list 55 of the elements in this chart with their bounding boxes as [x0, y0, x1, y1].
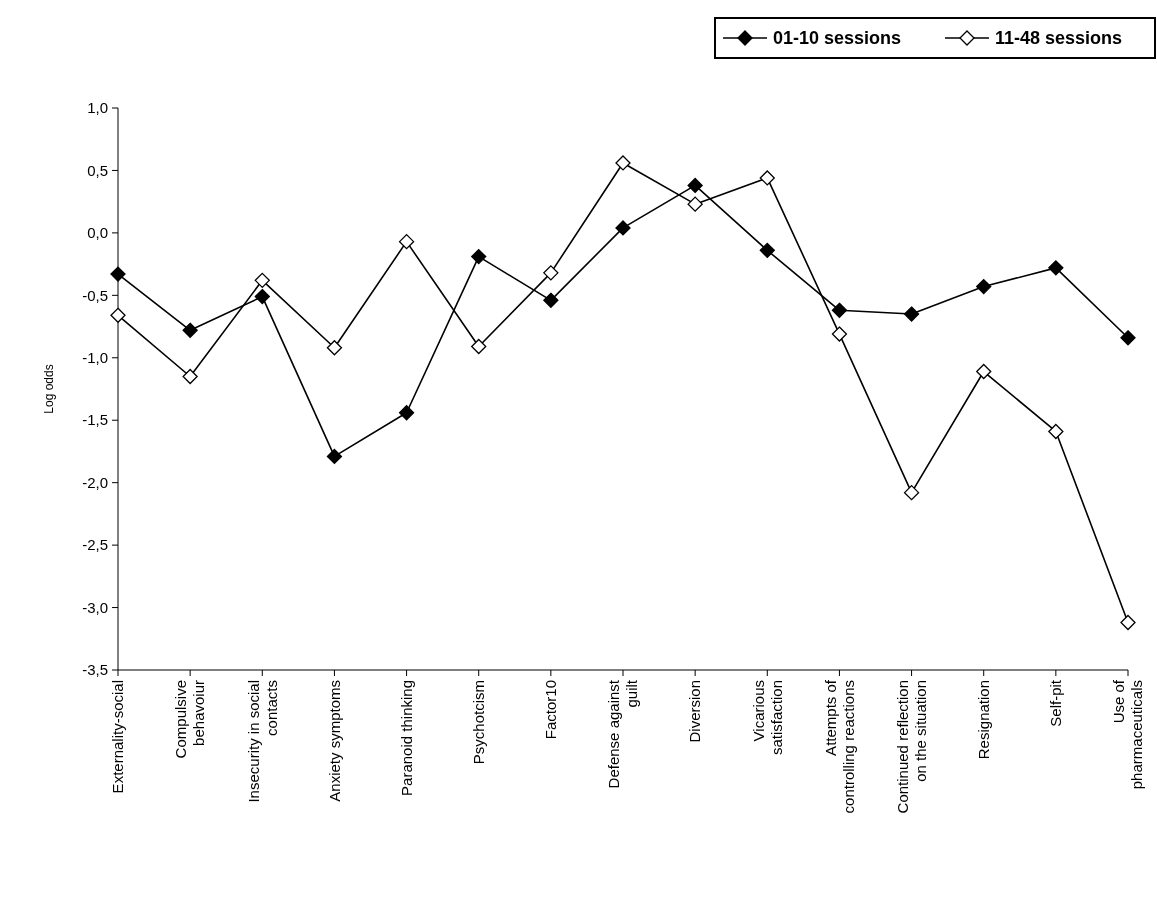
y-tick-label: -1,5 [82, 411, 108, 429]
point [831, 326, 848, 342]
x-tick-label: Use of pharmaceuticals [1110, 679, 1146, 790]
legend-label: 01-10 sessions [773, 28, 902, 49]
x-tick-label: Resignation [974, 680, 992, 760]
y-tick-label: 1,0 [87, 99, 108, 117]
point [976, 363, 992, 380]
point [903, 485, 920, 501]
point [1048, 423, 1064, 440]
x-tick-label: Anxiety symptoms [325, 680, 343, 802]
y-tick-label: 0,0 [87, 224, 108, 242]
point [254, 272, 270, 288]
point [831, 302, 848, 318]
point [543, 265, 559, 281]
x-tick-label: Defense against guilt [605, 679, 641, 789]
point [687, 177, 703, 194]
y-tick-label: -2,5 [82, 536, 108, 554]
point [615, 220, 631, 236]
x-tick-label: Factor10 [542, 680, 560, 740]
x-tick-label: Externality-social [109, 680, 127, 794]
point [471, 338, 487, 355]
x-tick-label: Compulsive behavoiur [172, 680, 208, 759]
point [1120, 330, 1136, 346]
point [543, 292, 559, 308]
point [615, 155, 631, 171]
y-tick-label: -0,5 [82, 286, 108, 304]
point [398, 405, 415, 421]
point [759, 242, 775, 259]
point [182, 322, 198, 338]
point [687, 196, 703, 212]
point [326, 448, 343, 465]
x-tick-label: Psychotcism [469, 680, 487, 765]
point [182, 368, 198, 385]
point [471, 248, 487, 265]
x-tick-label: Diversion [686, 680, 704, 743]
y-tick-label: -2,0 [82, 473, 108, 491]
x-tick-label: Self-pit [1047, 679, 1065, 727]
point [110, 266, 126, 282]
y-tick-label: -3,5 [82, 661, 108, 679]
point [903, 306, 920, 322]
y-tick-label: -3,0 [82, 598, 108, 616]
point [398, 233, 415, 250]
y-axis-title: Log odds [42, 364, 56, 414]
x-tick-label: Vicarious satisfaction [749, 680, 785, 756]
point [254, 288, 270, 305]
point [1120, 614, 1136, 631]
point [976, 278, 992, 295]
x-tick-label: Paranoid thinking [397, 680, 415, 796]
point [1048, 260, 1064, 276]
y-tick-label: -1,0 [82, 349, 108, 367]
point [110, 307, 126, 323]
point [759, 170, 775, 186]
legend-label: 11-48 sessions [995, 28, 1123, 49]
y-tick-label: 0,5 [87, 161, 108, 179]
point [326, 340, 343, 356]
